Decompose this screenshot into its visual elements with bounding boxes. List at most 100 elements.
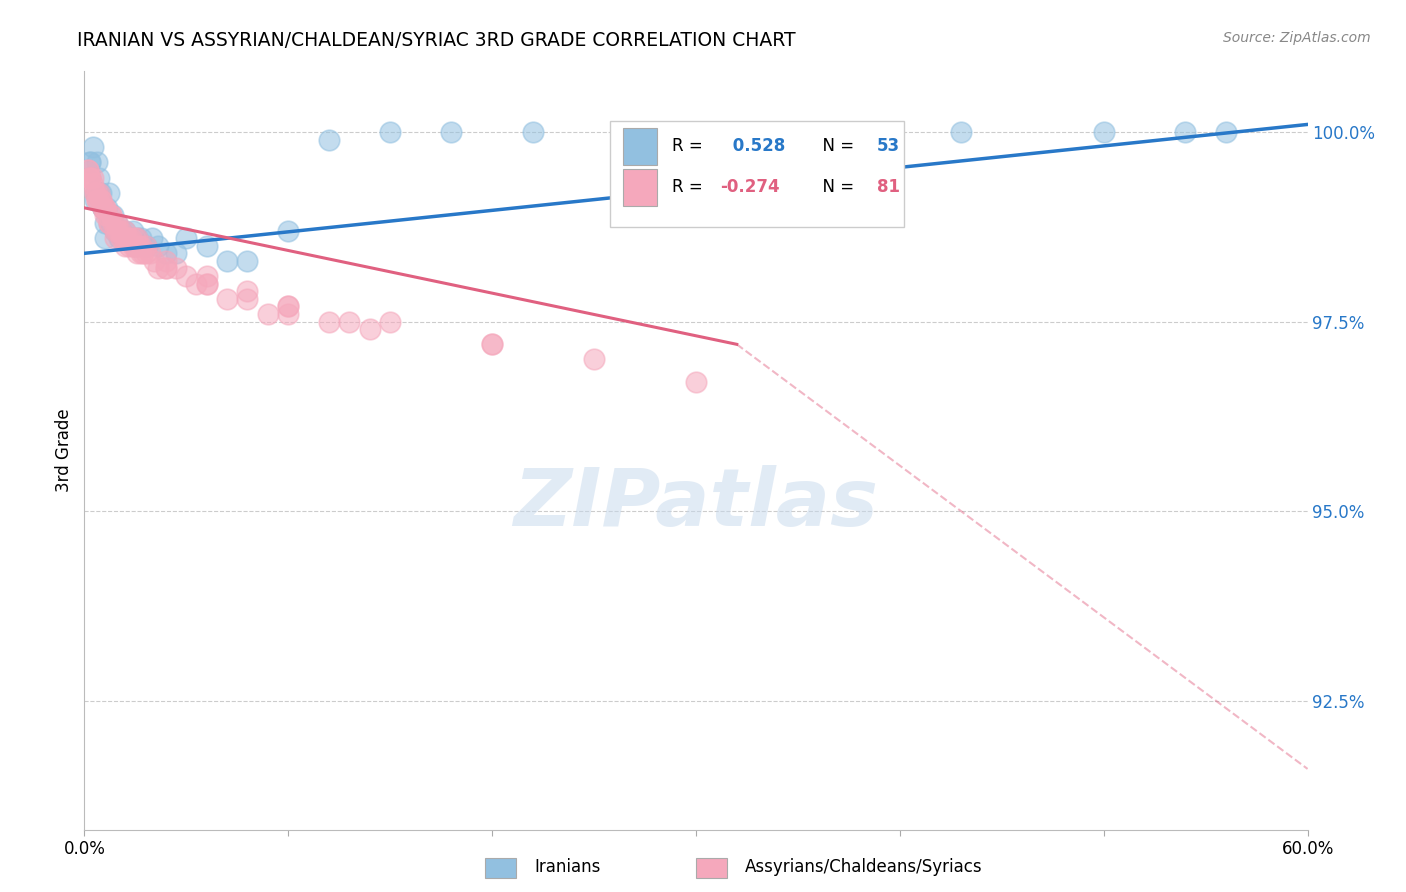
Point [79,170,101,185]
Point [97,186,120,200]
Point [114,231,136,245]
Point [104,224,127,238]
Point [217,254,239,268]
Point [141,231,163,245]
Point [79,170,101,185]
Point [100,216,122,230]
Point [87,186,110,200]
Point [277,300,299,314]
Point [195,277,218,291]
Point [339,315,361,329]
Point [114,224,136,238]
Point [440,125,463,139]
Point [277,300,299,314]
Point [105,224,128,238]
Point [82,140,104,154]
Point [82,178,104,193]
Point [93,209,115,223]
Text: 0.528: 0.528 [727,137,785,155]
Point [104,224,127,238]
Point [118,231,141,245]
Text: IRANIAN VS ASSYRIAN/CHALDEAN/SYRIAC 3RD GRADE CORRELATION CHART: IRANIAN VS ASSYRIAN/CHALDEAN/SYRIAC 3RD … [77,31,796,50]
Point [131,231,153,245]
Point [142,254,165,268]
Point [124,239,146,253]
Point [91,201,114,215]
Text: Iranians: Iranians [534,858,600,876]
Point [146,261,169,276]
FancyBboxPatch shape [623,169,657,205]
Point [318,133,340,147]
Point [135,246,157,260]
Point [100,216,122,230]
Point [105,216,128,230]
Point [104,224,127,238]
Point [93,201,115,215]
Point [101,209,124,223]
Point [644,125,666,139]
Point [583,352,606,367]
Point [132,246,155,260]
Point [110,224,132,238]
Point [380,315,402,329]
Point [110,231,132,245]
Point [950,125,973,139]
Text: Assyrians/Chaldeans/Syriacs: Assyrians/Chaldeans/Syriacs [745,858,983,876]
Point [122,224,145,238]
Point [257,307,280,321]
Point [186,277,208,291]
Point [195,277,218,291]
Point [155,246,177,260]
Point [90,194,112,208]
Point [104,216,127,230]
Point [195,269,218,284]
Point [79,155,101,169]
Point [155,261,177,276]
Point [118,231,141,245]
Point [104,231,127,245]
Point [277,224,299,238]
Point [135,239,157,253]
Point [86,155,108,169]
Point [115,231,138,245]
Point [174,269,197,284]
Point [108,231,131,245]
Point [1092,125,1115,139]
Point [97,216,120,230]
Text: R =: R = [672,137,707,155]
Point [93,201,115,215]
Point [83,186,105,200]
Point [96,209,118,223]
Point [105,216,128,230]
Point [124,231,146,245]
Point [112,231,135,245]
Text: 53: 53 [877,137,900,155]
Point [97,216,120,230]
Point [155,254,177,268]
Point [787,125,810,139]
Point [481,337,503,351]
Point [112,231,135,245]
Point [236,285,259,299]
Point [96,201,118,215]
Point [79,170,101,185]
Y-axis label: 3rd Grade: 3rd Grade [55,409,73,492]
Text: R =: R = [672,178,707,196]
Point [114,224,136,238]
Point [146,239,169,253]
Point [165,246,187,260]
Point [165,261,187,276]
Point [138,246,160,260]
Point [87,194,110,208]
Point [91,201,114,215]
Point [87,170,110,185]
Point [108,224,131,238]
FancyBboxPatch shape [623,128,657,165]
Point [217,292,239,306]
Point [87,186,110,200]
Point [1215,125,1237,139]
Point [110,224,132,238]
Point [100,209,122,223]
Point [155,261,177,276]
Point [114,239,136,253]
